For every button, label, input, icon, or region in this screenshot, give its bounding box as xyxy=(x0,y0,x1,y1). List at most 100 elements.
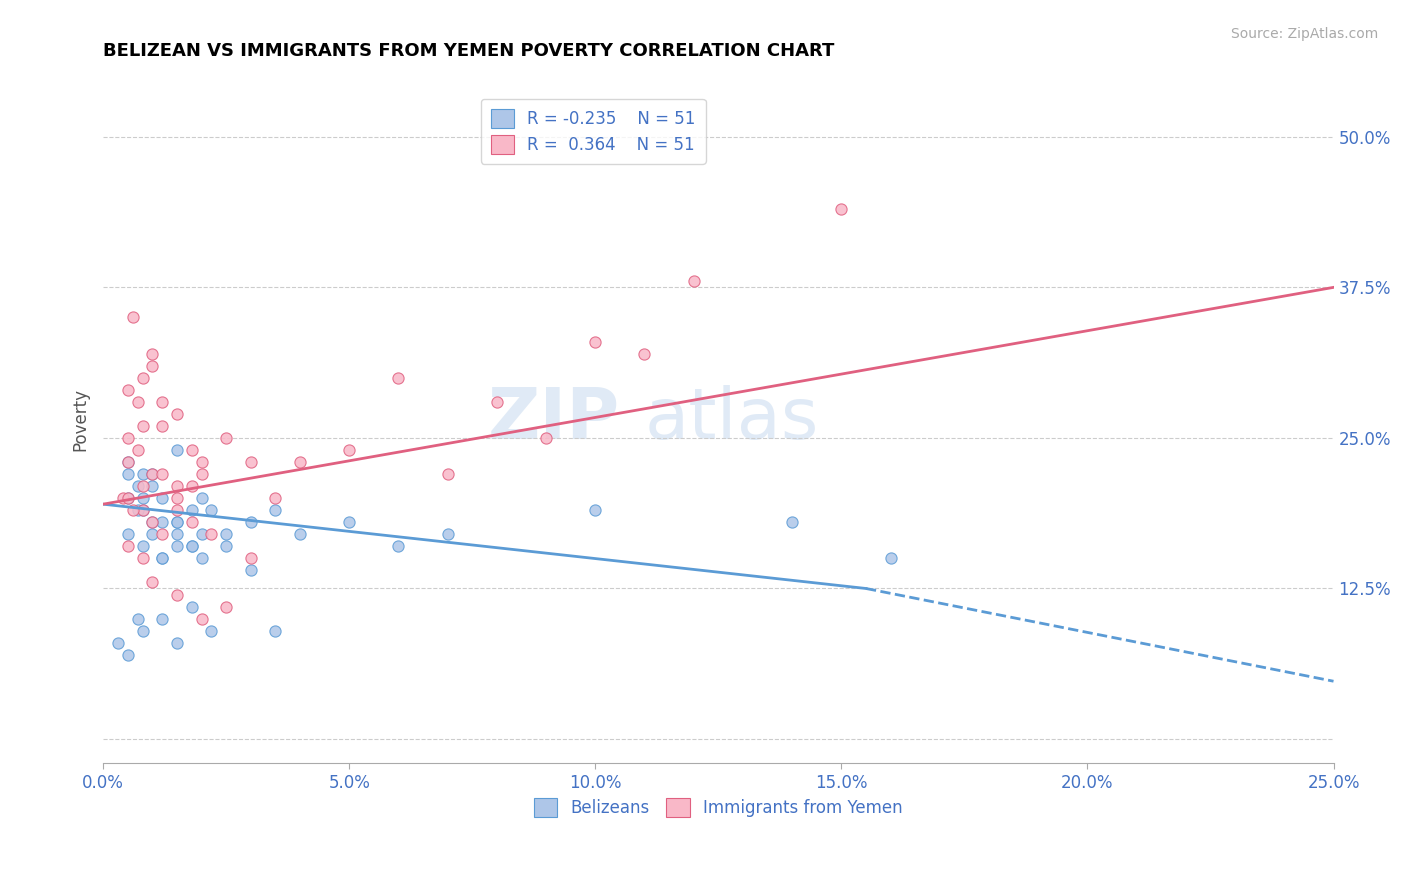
Text: atlas: atlas xyxy=(644,385,818,454)
Point xyxy=(583,334,606,349)
Point xyxy=(387,539,409,553)
Point xyxy=(127,503,149,517)
Point xyxy=(180,539,202,553)
Point xyxy=(534,431,557,445)
Point xyxy=(127,611,149,625)
Point xyxy=(131,418,153,433)
Point xyxy=(117,383,139,397)
Text: ZIP: ZIP xyxy=(488,385,620,454)
Legend: Belizeans, Immigrants from Yemen: Belizeans, Immigrants from Yemen xyxy=(527,791,910,823)
Point xyxy=(337,442,360,457)
Point xyxy=(141,467,163,481)
Point xyxy=(215,527,238,541)
Point xyxy=(166,407,188,421)
Point xyxy=(117,455,139,469)
Point xyxy=(288,527,311,541)
Point xyxy=(830,202,852,216)
Point xyxy=(150,515,173,529)
Point xyxy=(131,624,153,638)
Point xyxy=(879,551,901,566)
Point xyxy=(121,503,143,517)
Point xyxy=(288,455,311,469)
Point xyxy=(190,455,212,469)
Point xyxy=(633,346,655,360)
Point xyxy=(190,467,212,481)
Point xyxy=(150,418,173,433)
Point xyxy=(239,551,262,566)
Point xyxy=(215,599,238,614)
Point xyxy=(141,515,163,529)
Point xyxy=(117,431,139,445)
Point xyxy=(141,346,163,360)
Point xyxy=(337,515,360,529)
Point xyxy=(239,515,262,529)
Point xyxy=(111,491,134,505)
Point xyxy=(166,539,188,553)
Point xyxy=(166,515,188,529)
Point xyxy=(131,551,153,566)
Point xyxy=(131,503,153,517)
Point xyxy=(150,551,173,566)
Point xyxy=(200,624,222,638)
Point xyxy=(264,503,287,517)
Point xyxy=(583,503,606,517)
Text: Source: ZipAtlas.com: Source: ZipAtlas.com xyxy=(1230,27,1378,41)
Point xyxy=(387,370,409,384)
Point xyxy=(150,491,173,505)
Point xyxy=(264,624,287,638)
Point xyxy=(780,515,803,529)
Point xyxy=(121,310,143,325)
Point xyxy=(131,539,153,553)
Point xyxy=(180,442,202,457)
Point xyxy=(190,551,212,566)
Point xyxy=(436,467,458,481)
Point xyxy=(117,491,139,505)
Point xyxy=(141,515,163,529)
Point xyxy=(682,274,704,288)
Point xyxy=(127,394,149,409)
Point xyxy=(141,575,163,590)
Point xyxy=(150,611,173,625)
Y-axis label: Poverty: Poverty xyxy=(72,388,89,451)
Point xyxy=(166,587,188,601)
Point xyxy=(180,599,202,614)
Point xyxy=(127,479,149,493)
Point xyxy=(150,394,173,409)
Point xyxy=(190,527,212,541)
Point xyxy=(141,359,163,373)
Point xyxy=(180,479,202,493)
Point xyxy=(131,479,153,493)
Point xyxy=(150,551,173,566)
Point xyxy=(131,491,153,505)
Point xyxy=(117,467,139,481)
Point xyxy=(131,370,153,384)
Point xyxy=(180,515,202,529)
Point xyxy=(264,491,287,505)
Point xyxy=(215,539,238,553)
Point xyxy=(117,539,139,553)
Point xyxy=(180,503,202,517)
Point xyxy=(117,648,139,662)
Point xyxy=(117,455,139,469)
Point xyxy=(107,635,129,649)
Point xyxy=(127,442,149,457)
Point xyxy=(141,467,163,481)
Text: BELIZEAN VS IMMIGRANTS FROM YEMEN POVERTY CORRELATION CHART: BELIZEAN VS IMMIGRANTS FROM YEMEN POVERT… xyxy=(103,42,835,60)
Point xyxy=(166,491,188,505)
Point xyxy=(436,527,458,541)
Point xyxy=(166,479,188,493)
Point xyxy=(117,527,139,541)
Point xyxy=(166,442,188,457)
Point xyxy=(166,503,188,517)
Point xyxy=(200,527,222,541)
Point xyxy=(117,491,139,505)
Point xyxy=(131,467,153,481)
Point xyxy=(239,563,262,577)
Point xyxy=(166,635,188,649)
Point xyxy=(200,503,222,517)
Point xyxy=(190,611,212,625)
Point xyxy=(141,527,163,541)
Point xyxy=(239,455,262,469)
Point xyxy=(166,527,188,541)
Point xyxy=(150,527,173,541)
